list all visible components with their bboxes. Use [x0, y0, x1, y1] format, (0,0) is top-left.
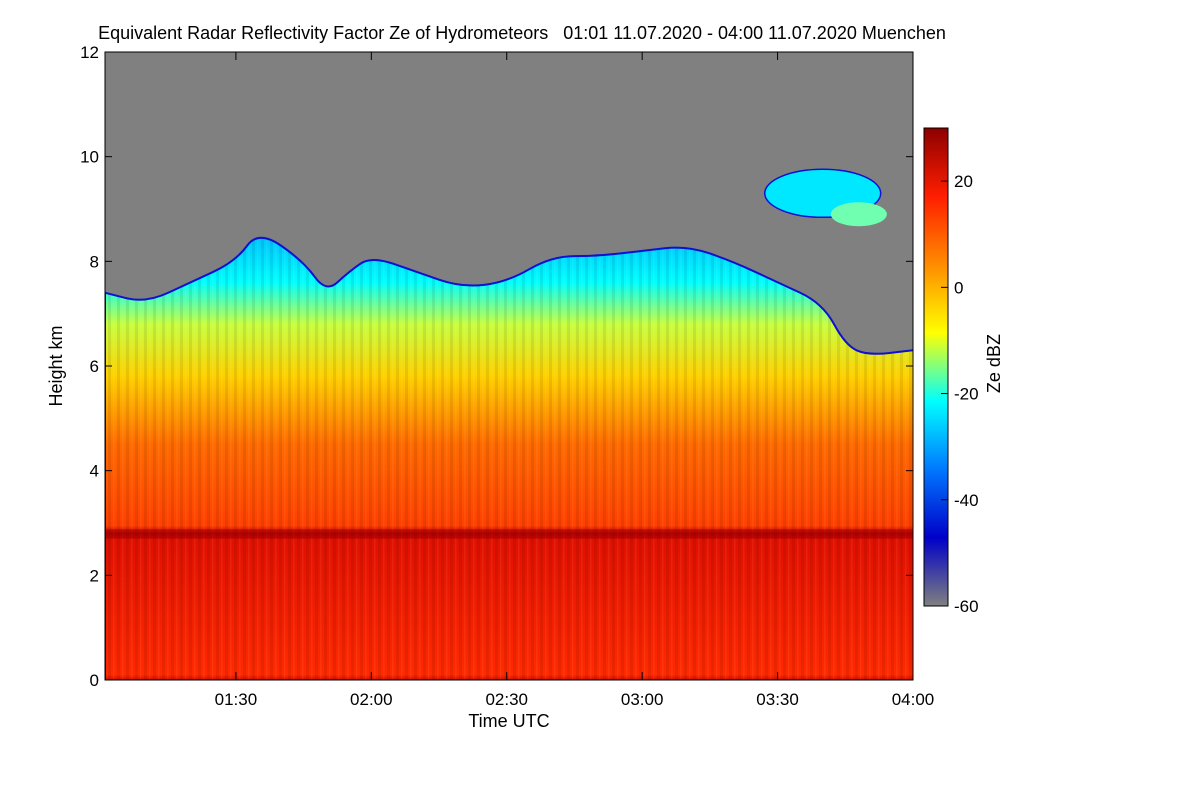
x-tick-label: 02:00 — [350, 690, 393, 709]
colorbar-tick-label: -20 — [954, 385, 979, 404]
x-tick-label: 02:30 — [485, 690, 528, 709]
colorbar: 20 0 -20 -40 -60 Ze dBZ — [923, 127, 1004, 616]
y-tick-label: 4 — [90, 462, 99, 481]
colorbar-tick-label: -60 — [954, 597, 979, 616]
cirrus-core — [830, 202, 887, 227]
melting-layer-band — [105, 529, 913, 539]
chart-title: Equivalent Radar Reflectivity Factor Ze … — [98, 23, 946, 43]
y-tick-label: 12 — [80, 43, 99, 62]
x-tick-label: 03:00 — [621, 690, 664, 709]
echo-top-edge — [105, 236, 913, 680]
y-tick-label: 10 — [80, 148, 99, 167]
plot-area — [105, 52, 913, 680]
y-axis-label: Height km — [46, 325, 66, 406]
x-tick-label: 01:30 — [215, 690, 258, 709]
x-axis-label: Time UTC — [468, 711, 549, 731]
cirrus-patch — [763, 168, 887, 227]
x-tick-label: 03:30 — [756, 690, 799, 709]
colorbar-ticks: 20 0 -20 -40 -60 — [941, 172, 979, 616]
y-axis: 0 2 4 6 8 10 12 — [80, 43, 913, 690]
colorbar-tick-label: 20 — [954, 172, 973, 191]
colorbar-label: Ze dBZ — [984, 334, 1004, 393]
y-tick-label: 6 — [90, 357, 99, 376]
colorbar-scale — [923, 127, 949, 607]
reflectivity-texture — [105, 237, 913, 680]
colorbar-tick-label: 0 — [954, 278, 963, 297]
x-axis: 01:30 02:00 02:30 03:00 03:30 04:00 — [215, 52, 935, 709]
x-tick-label: 04:00 — [892, 690, 935, 709]
y-tick-label: 2 — [90, 566, 99, 585]
y-tick-label: 0 — [90, 671, 99, 690]
y-tick-label: 8 — [90, 252, 99, 271]
colorbar-tick-label: -40 — [954, 491, 979, 510]
